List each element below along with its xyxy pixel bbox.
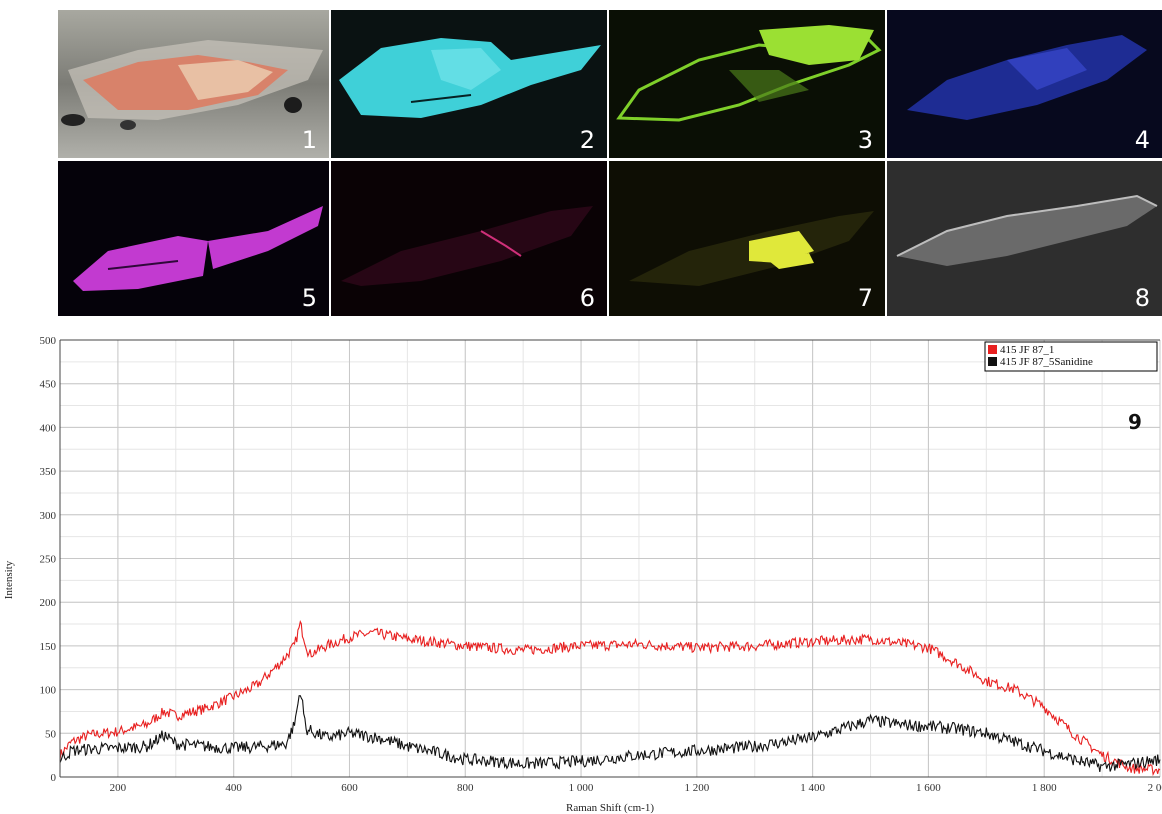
y-tick-label: 500 xyxy=(40,335,57,347)
chart-tick-labels: 0 50 100 150 200 250 300 350 400 450 500 200 400 600 8… xyxy=(40,335,1162,794)
x-axis-title: Raman Shift (cm-1) xyxy=(566,802,654,814)
panel-3-green-map: 3 xyxy=(609,10,885,158)
chart-axes xyxy=(59,339,1160,778)
chart-series-layer xyxy=(59,620,1161,777)
x-tick-label: 1 000 xyxy=(569,782,594,794)
raman-spectrum-chart: 0 50 100 150 200 250 300 350 400 450 500 200 400 600 8… xyxy=(0,330,1162,814)
panel-4-label: 4 xyxy=(1134,126,1150,154)
series-line-red xyxy=(59,620,1161,777)
panel-5-label: 5 xyxy=(301,284,317,312)
panel-1-label: 1 xyxy=(301,126,317,154)
y-tick-label: 50 xyxy=(45,728,57,740)
series-line-black xyxy=(59,695,1161,772)
x-tick-label: 1 200 xyxy=(684,782,709,794)
legend-box xyxy=(984,341,1158,372)
y-tick-label: 100 xyxy=(40,685,57,697)
panel-5-graphic xyxy=(73,206,323,291)
panel-4-graphic xyxy=(907,35,1147,120)
panel-5-magenta-map: 5 xyxy=(58,161,329,316)
x-tick-label: 1 800 xyxy=(1032,782,1057,794)
panel-8-grey-image: 8 xyxy=(887,161,1162,316)
panel-9-label: 9 xyxy=(1128,410,1142,434)
panel-8-graphic xyxy=(896,194,1158,266)
legend-swatch-red xyxy=(988,345,997,354)
y-tick-label: 150 xyxy=(40,641,57,653)
panel-7-label: 7 xyxy=(857,284,873,312)
panel-2-graphic xyxy=(339,38,601,118)
panel-6-graphic xyxy=(341,206,593,286)
y-tick-label: 0 xyxy=(51,772,57,784)
chart-legend: 415 JF 87_1 415 JF 87_5Sanidine xyxy=(984,341,1158,372)
panel-1-optical-image: 1 xyxy=(58,10,329,158)
y-tick-label: 250 xyxy=(40,554,57,566)
y-tick-label: 200 xyxy=(40,597,57,609)
x-tick-label: 200 xyxy=(110,782,127,794)
y-tick-label: 300 xyxy=(40,510,57,522)
panel-6-dark-red-map: 6 xyxy=(331,161,607,316)
x-tick-label: 2 000 xyxy=(1148,782,1162,794)
panel-1-graphic xyxy=(58,10,329,158)
panel-2-cyan-map: 2 xyxy=(331,10,607,158)
panel-3-label: 3 xyxy=(857,126,873,154)
panel-7-graphic xyxy=(629,211,874,286)
chart-grid xyxy=(59,339,1161,778)
x-tick-label: 600 xyxy=(341,782,358,794)
y-tick-label: 400 xyxy=(40,422,57,434)
panel-2-label: 2 xyxy=(579,126,595,154)
x-tick-label: 1 400 xyxy=(800,782,825,794)
panel-7-yellow-map: 7 xyxy=(609,161,885,316)
x-tick-label: 400 xyxy=(225,782,242,794)
y-tick-label: 450 xyxy=(40,379,57,391)
panel-3-graphic xyxy=(616,25,882,122)
panel-4-blue-map: 4 xyxy=(887,10,1162,158)
x-tick-label: 800 xyxy=(457,782,474,794)
y-tick-label: 350 xyxy=(40,466,57,478)
panel-8-label: 8 xyxy=(1134,284,1150,312)
y-axis-title: Intensity xyxy=(3,560,15,599)
legend-entry-black: 415 JF 87_5Sanidine xyxy=(1000,356,1093,368)
panel-6-label: 6 xyxy=(579,284,595,312)
chart-canvas: 0 50 100 150 200 250 300 350 400 450 500 200 400 600 8… xyxy=(3,335,1162,814)
legend-entry-red: 415 JF 87_1 xyxy=(1000,344,1054,356)
legend-swatch-black xyxy=(988,357,997,366)
x-tick-label: 1 600 xyxy=(916,782,941,794)
